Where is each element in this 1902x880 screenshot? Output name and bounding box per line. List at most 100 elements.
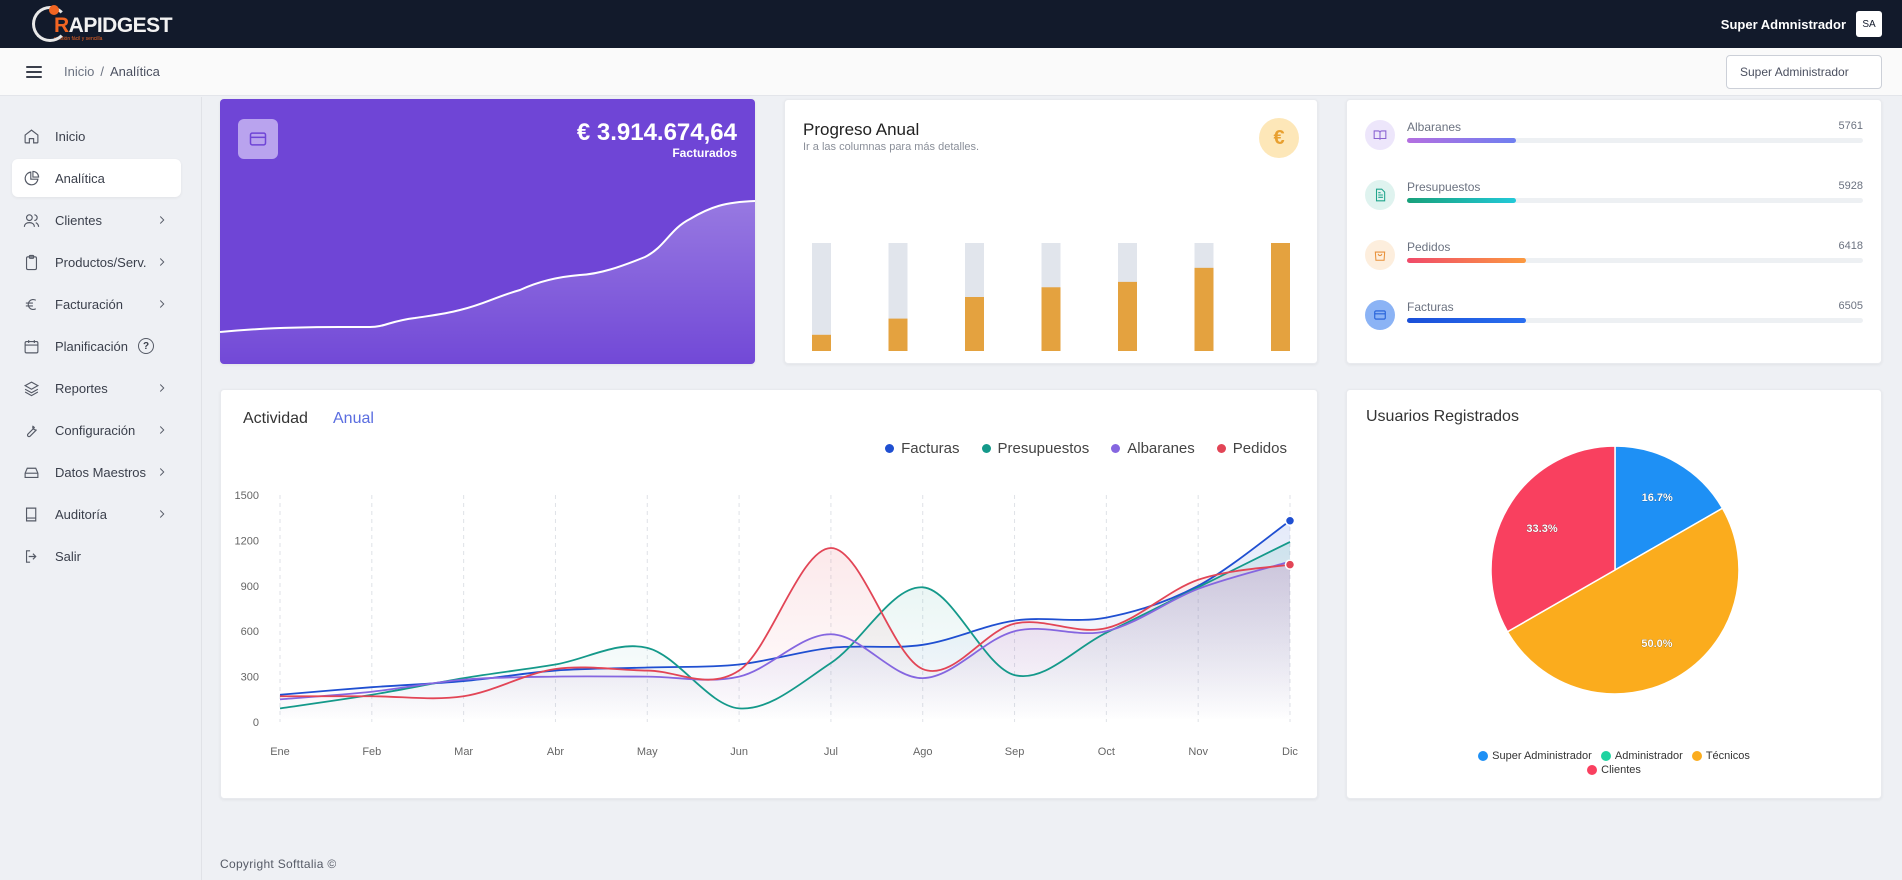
count-row-facturas[interactable]: Facturas 6505 xyxy=(1347,288,1881,348)
x-tick-label: Dic xyxy=(1282,746,1298,758)
invoiced-label: Facturados xyxy=(672,146,737,160)
rapidgest-logo[interactable]: RAPIDGEST gestión fácil y sencilla xyxy=(32,5,173,42)
activity-line-chart[interactable]: 0 300 600 900 1200 1500 Ene Feb Mar Abr May Jun Jul A… xyxy=(221,390,1319,800)
count-progress-fill xyxy=(1407,198,1517,203)
invoiced-amount: € 3.914.674,64 xyxy=(576,119,737,146)
pie-legend-clientes[interactable]: Clientes xyxy=(1587,764,1641,776)
annual-progress-card: Progreso Anual Ir a las columnas para má… xyxy=(784,99,1318,364)
count-value: 5761 xyxy=(1838,120,1863,132)
database-icon xyxy=(22,463,40,481)
pie-slice[interactable] xyxy=(1614,445,1724,572)
series-line-albaranes[interactable] xyxy=(279,560,1291,701)
pie-slice[interactable] xyxy=(1490,445,1616,633)
x-tick-label: May xyxy=(637,746,658,758)
top-bar: RAPIDGEST gestión fácil y sencilla Super… xyxy=(0,0,1902,48)
progress-bar[interactable] xyxy=(812,334,831,351)
menu-toggle-icon[interactable] xyxy=(26,65,42,78)
count-row-pedidos[interactable]: Pedidos 6418 xyxy=(1347,228,1881,288)
series-end-point[interactable] xyxy=(1284,559,1296,570)
sidebar-item-clientes[interactable]: Clientes xyxy=(12,201,181,239)
count-progress-track xyxy=(1407,198,1863,203)
progress-subtitle: Ir a las columnas para más detalles. xyxy=(803,141,980,153)
sidebar-item-label: Salir xyxy=(55,548,82,564)
series-line-facturas[interactable] xyxy=(279,519,1291,696)
progress-bar[interactable] xyxy=(1271,243,1290,351)
progress-bar[interactable] xyxy=(888,318,908,351)
sidebar-item-salir[interactable]: Salir xyxy=(12,537,181,575)
pie-slice-label: 33.3% xyxy=(1526,523,1557,535)
count-label: Facturas xyxy=(1407,300,1454,314)
activity-chart-card: 0 300 600 900 1200 1500 Ene Feb Mar Abr May Jun Jul A… xyxy=(220,389,1318,799)
progress-bar[interactable] xyxy=(1194,267,1214,351)
sidebar-item-reportes[interactable]: Reportes xyxy=(12,369,181,407)
x-tick-label: Ene xyxy=(270,746,290,758)
pie-legend-admin[interactable]: Administrador xyxy=(1600,750,1683,762)
sidebar-item-planificacion[interactable]: Planificación ? xyxy=(12,327,181,365)
sidebar-item-inicio[interactable]: Inicio xyxy=(12,117,181,155)
progress-bar[interactable] xyxy=(965,297,984,351)
tab-anual[interactable]: Anual xyxy=(333,410,374,427)
series-line-pedidos[interactable] xyxy=(280,547,1291,700)
count-progress-fill xyxy=(1407,258,1526,263)
legend-item-facturas[interactable]: Facturas xyxy=(885,440,960,457)
user-select[interactable]: Super Administrador xyxy=(1726,55,1882,89)
pie-legend-tecnicos[interactable]: Técnicos xyxy=(1691,750,1750,762)
calendar-icon xyxy=(22,337,40,355)
pie-slice[interactable] xyxy=(1506,507,1740,695)
series-end-point[interactable] xyxy=(1284,515,1296,526)
legend-item-albaranes[interactable]: Albaranes xyxy=(1111,440,1195,457)
sidebar-item-label: Facturación xyxy=(55,296,123,312)
sidebar-item-datos-maestros[interactable]: Datos Maestros xyxy=(12,453,181,491)
progress-bar[interactable] xyxy=(1118,281,1137,351)
chevron-right-icon xyxy=(155,507,169,521)
pie-legend-super-admin[interactable]: Super Administrador xyxy=(1478,750,1592,762)
document-counts-card: Albaranes 5761 Presupuestos 5928 Pedidos… xyxy=(1346,99,1882,364)
series-area-pedidos xyxy=(280,547,1290,722)
sidebar-item-label: Auditoría xyxy=(55,506,108,522)
count-row-presupuestos[interactable]: Presupuestos 5928 xyxy=(1347,168,1881,228)
activity-title: Actividad xyxy=(243,410,308,427)
progress-title: Progreso Anual xyxy=(803,120,920,139)
sidebar-item-configuracion[interactable]: Configuración xyxy=(12,411,181,449)
document-icon xyxy=(1365,180,1395,210)
sidebar-item-label: Inicio xyxy=(55,128,86,144)
clipboard-icon xyxy=(22,253,40,271)
sidebar-item-label: Analítica xyxy=(55,170,105,186)
invoiced-sparkline xyxy=(220,200,755,364)
sidebar-item-facturacion[interactable]: Facturación xyxy=(12,285,181,323)
count-value: 5928 xyxy=(1838,180,1863,192)
users-pie-chart[interactable]: 16.7% 50.0% 33.3% xyxy=(1347,390,1883,800)
x-tick-label: Jul xyxy=(824,746,838,758)
count-label: Pedidos xyxy=(1407,240,1451,254)
sidebar-item-auditoria[interactable]: Auditoría xyxy=(12,495,181,533)
invoiced-total-card: € 3.914.674,64 Facturados xyxy=(220,99,755,364)
users-icon xyxy=(22,211,40,229)
x-tick-label: Jun xyxy=(730,746,748,758)
x-tick-label: Mar xyxy=(454,746,473,758)
layers-icon xyxy=(22,379,40,397)
user-name[interactable]: Super Admnistrador xyxy=(1720,16,1846,32)
progress-bar[interactable] xyxy=(1041,287,1061,351)
sidebar-item-analitica[interactable]: Analítica xyxy=(12,159,181,197)
count-label: Albaranes xyxy=(1407,120,1462,134)
count-value: 6505 xyxy=(1838,300,1863,312)
count-row-albaranes[interactable]: Albaranes 5761 xyxy=(1347,108,1881,168)
progress-bar-track xyxy=(812,243,831,351)
chevron-right-icon xyxy=(155,381,169,395)
sidebar-item-productos[interactable]: Productos/Serv. xyxy=(12,243,181,281)
legend-item-presupuestos[interactable]: Presupuestos xyxy=(981,440,1089,457)
count-progress-track xyxy=(1407,258,1863,263)
chevron-right-icon xyxy=(155,465,169,479)
sidebar-item-label: Reportes xyxy=(55,380,108,396)
chevron-right-icon xyxy=(155,297,169,311)
count-label: Presupuestos xyxy=(1407,180,1481,194)
legend-item-pedidos[interactable]: Pedidos xyxy=(1216,440,1287,457)
breadcrumb-home[interactable]: Inicio xyxy=(64,64,95,79)
user-avatar[interactable]: SA xyxy=(1856,11,1882,37)
help-icon[interactable]: ? xyxy=(138,338,154,354)
y-tick-label: 0 xyxy=(253,717,259,729)
progress-bar-chart[interactable] xyxy=(785,100,1319,365)
x-tick-label: Sep xyxy=(1005,746,1025,758)
y-tick-label: 1500 xyxy=(235,490,259,502)
count-progress-fill xyxy=(1407,138,1517,143)
